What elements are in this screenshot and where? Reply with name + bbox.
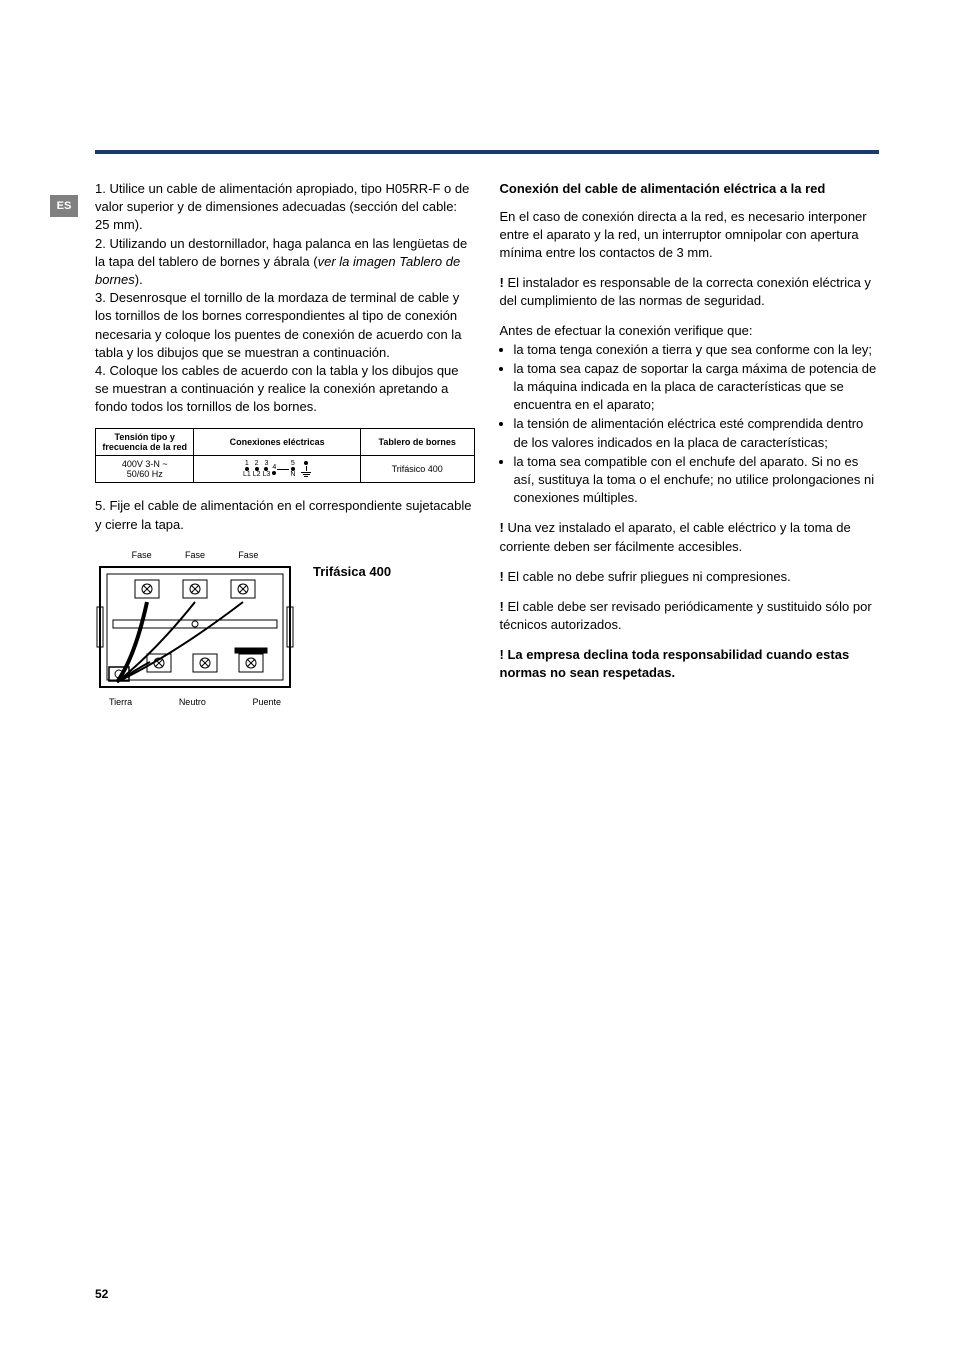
step-5: 5. Fije el cable de alimentación en el c…: [95, 497, 475, 533]
th-conexiones: Conexiones eléctricas: [194, 429, 361, 456]
term-2: 2 L2: [253, 460, 261, 478]
cell-diagram: 1 L1 2 L2 3: [194, 456, 361, 483]
section-heading: Conexión del cable de alimentación eléct…: [500, 180, 880, 198]
intro-paragraph: En el caso de conexión directa a la red,…: [500, 208, 880, 263]
step-3: 3. Desenrosque el tornillo de la mordaza…: [95, 289, 475, 362]
term-label-5: N: [290, 471, 295, 478]
warn-final-text: La empresa declina toda responsabilidad …: [500, 647, 850, 680]
terminal-board-diagram-wrap: Fase Fase Fase: [95, 550, 475, 707]
bottom-labels-row: Tierra Neutro Puente: [95, 697, 295, 707]
term-3: 3 L3: [263, 460, 271, 478]
link-icon: [277, 469, 289, 470]
ground-icon: [301, 461, 311, 477]
top-rule: [95, 150, 879, 154]
table-row: 400V 3-N ~ 50/60 Hz 1 L1 2: [96, 456, 475, 483]
warn-cable: ! El cable no debe sufrir pliegues ni co…: [500, 568, 880, 586]
right-column: Conexión del cable de alimentación eléct…: [500, 180, 880, 707]
warn-installer: ! El instalador es responsable de la cor…: [500, 274, 880, 310]
warn-accessible: ! Una vez instalado el aparato, el cable…: [500, 519, 880, 555]
diagram-caption: Trifásica 400: [313, 564, 391, 579]
before-connect: Antes de efectuar la conexión verifique …: [500, 322, 880, 340]
th-tablero: Tablero de bornes: [360, 429, 474, 456]
step-1: 1. Utilice un cable de alimentación apro…: [95, 180, 475, 235]
warn-final: ! La empresa declina toda responsabilida…: [500, 646, 880, 682]
tension-line1: 400V 3-N ~: [100, 459, 189, 469]
bottom-label-tierra: Tierra: [109, 697, 132, 707]
warn-cable-text: El cable no debe sufrir pliegues ni comp…: [507, 569, 790, 584]
term-num-2: 2: [255, 460, 259, 467]
term-num-3: 3: [264, 460, 268, 467]
cell-tension: 400V 3-N ~ 50/60 Hz: [96, 456, 194, 483]
step-2-b: ).: [135, 272, 143, 287]
term-label-1: L1: [243, 471, 251, 478]
warn-installer-text: El instalador es responsable de la corre…: [500, 275, 871, 308]
cell-tablero: Trifásico 400: [360, 456, 474, 483]
content-area: 1. Utilice un cable de alimentación apro…: [95, 180, 879, 707]
term-1: 1 L1: [243, 460, 251, 478]
terminal-board-diagram: Fase Fase Fase: [95, 550, 295, 707]
warn-accessible-text: Una vez instalado el aparato, el cable e…: [500, 520, 851, 553]
left-column: 1. Utilice un cable de alimentación apro…: [95, 180, 475, 707]
warn-review-text: El cable debe ser revisado periódicament…: [500, 599, 872, 632]
language-badge: ES: [50, 195, 78, 217]
term-5: 5 N: [290, 460, 295, 478]
term-num-5: 5: [291, 460, 295, 467]
list-item: la tensión de alimentación eléctrica est…: [514, 415, 880, 451]
table-header-row: Tensión tipo y frecuencia de la red Cone…: [96, 429, 475, 456]
phase-label-1: Fase: [132, 550, 152, 560]
term-4: 4: [272, 464, 276, 475]
warn-review: ! El cable debe ser revisado periódicame…: [500, 598, 880, 634]
page-number: 52: [95, 1287, 108, 1301]
term-num-4: 4: [272, 464, 276, 471]
list-item: la toma tenga conexión a tierra y que se…: [514, 341, 880, 359]
term-label-2: L2: [253, 471, 261, 478]
term-num-1: 1: [245, 460, 249, 467]
phase-label-2: Fase: [185, 550, 205, 560]
phase-labels-row: Fase Fase Fase: [95, 550, 295, 560]
connection-table: Tensión tipo y frecuencia de la red Cone…: [95, 428, 475, 483]
bottom-label-puente: Puente: [252, 697, 281, 707]
th-tension: Tensión tipo y frecuencia de la red: [96, 429, 194, 456]
terminal-board-svg: [95, 562, 295, 692]
step-2: 2. Utilizando un destornillador, haga pa…: [95, 235, 475, 290]
list-item: la toma sea compatible con el enchufe de…: [514, 453, 880, 508]
tension-line2: 50/60 Hz: [100, 469, 189, 479]
bottom-label-neutro: Neutro: [179, 697, 206, 707]
verification-list: la toma tenga conexión a tierra y que se…: [500, 341, 880, 508]
term-label-3: L3: [263, 471, 271, 478]
phase-label-3: Fase: [238, 550, 258, 560]
step-4: 4. Coloque los cables de acuerdo con la …: [95, 362, 475, 417]
list-item: la toma sea capaz de soportar la carga m…: [514, 360, 880, 415]
terminal-mini-diagram: 1 L1 2 L2 3: [198, 460, 356, 478]
dot-icon: [272, 471, 276, 475]
